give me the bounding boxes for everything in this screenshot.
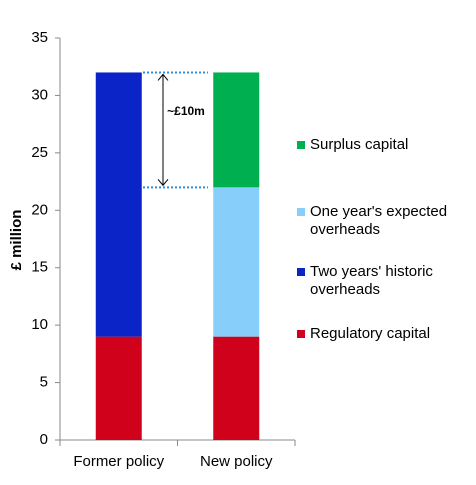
- y-tick-label: 25: [31, 144, 48, 161]
- legend-label: Regulatory capital: [310, 325, 431, 342]
- y-tick-label: 5: [40, 374, 48, 391]
- y-axis-label: £ million: [8, 210, 25, 271]
- legend-swatch: [297, 268, 305, 276]
- y-tick-label: 35: [31, 29, 48, 46]
- legend-item: One year's expected overheads: [297, 203, 467, 239]
- legend-label: Surplus capital: [310, 136, 409, 153]
- legend-item: Two years' historic overheads: [297, 263, 467, 299]
- bar-segment: [95, 336, 142, 440]
- y-tick-label: 10: [31, 316, 48, 333]
- legend-swatch: [297, 208, 305, 216]
- y-tick-label: 20: [31, 201, 48, 218]
- y-tick-label: 15: [31, 259, 48, 276]
- bar-segment: [213, 336, 260, 440]
- legend-swatch: [297, 141, 305, 149]
- bar-segment: [95, 72, 142, 337]
- legend-item: Regulatory capital: [297, 325, 467, 343]
- annotation: ~£10m: [167, 104, 205, 118]
- legend-item: Surplus capital: [297, 136, 467, 154]
- y-tick-label: 0: [40, 431, 48, 448]
- bar-segment: [213, 187, 260, 337]
- y-tick-label: 30: [31, 86, 48, 103]
- x-tick-label: Former policy: [73, 453, 164, 470]
- x-tick-label: New policy: [200, 453, 273, 470]
- legend-label: One year's expected overheads: [310, 203, 448, 238]
- arrow-head: [157, 73, 169, 81]
- legend-swatch: [297, 330, 305, 338]
- legend-label: Two years' historic overheads: [310, 263, 433, 298]
- bar-segment: [213, 72, 260, 188]
- arrow-head: [157, 178, 169, 187]
